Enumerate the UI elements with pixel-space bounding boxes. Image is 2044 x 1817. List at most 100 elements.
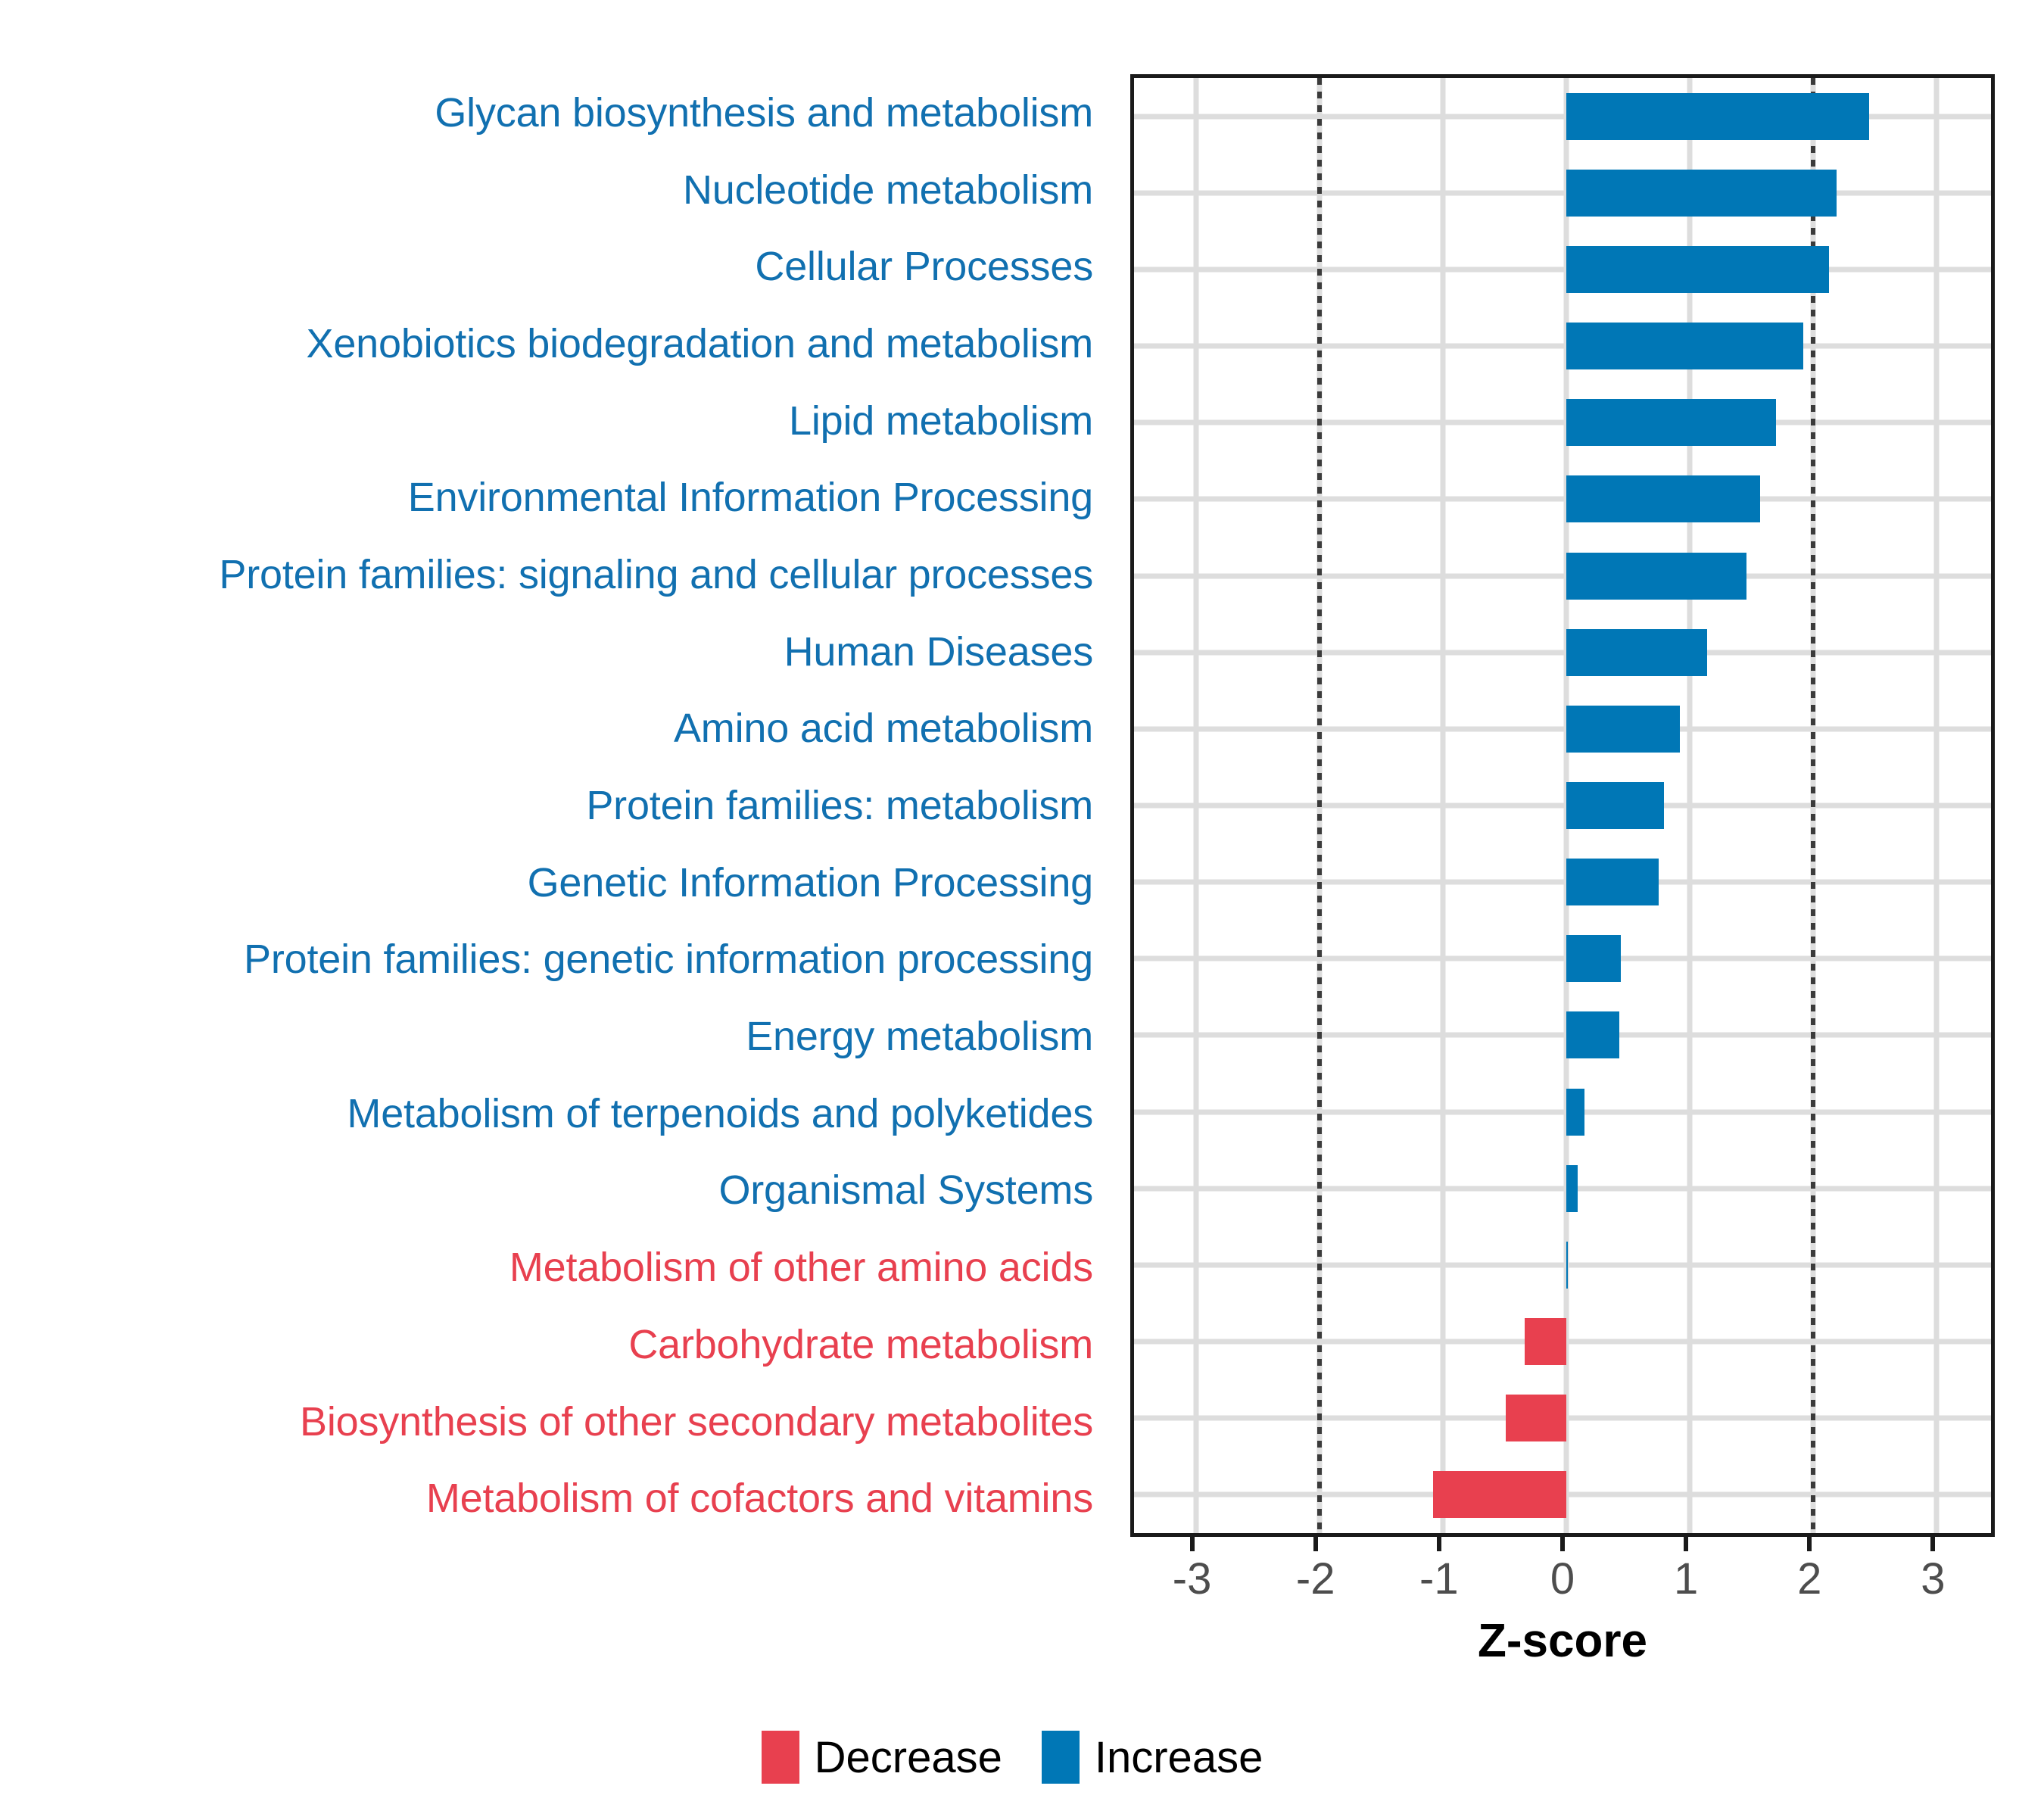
bar-row	[1134, 921, 1991, 997]
category-label: Cellular Processes	[755, 244, 1093, 290]
category-label: Carbohydrate metabolism	[628, 1321, 1093, 1367]
category-label: Nucleotide metabolism	[682, 167, 1093, 213]
x-tick-mark	[1684, 1537, 1689, 1551]
bar-row	[1134, 78, 1991, 154]
legend-swatch-icon	[761, 1731, 799, 1784]
category-label: Protein families: signaling and cellular…	[219, 551, 1093, 597]
bar	[1566, 475, 1761, 523]
legend-label: Increase	[1094, 1732, 1263, 1782]
bar	[1566, 935, 1621, 983]
bar	[1566, 323, 1804, 370]
horizontal-gridline	[1134, 573, 1991, 579]
bar-row	[1134, 1150, 1991, 1226]
horizontal-gridline	[1134, 1032, 1991, 1038]
plot-panel	[1130, 74, 1995, 1537]
x-tick-label: -1	[1419, 1554, 1459, 1604]
x-tick-label: 3	[1921, 1554, 1946, 1604]
category-label: Metabolism of other amino acids	[509, 1245, 1093, 1291]
x-tick-label: 2	[1797, 1554, 1822, 1604]
horizontal-gridline	[1134, 879, 1991, 885]
horizontal-gridline	[1134, 1186, 1991, 1192]
legend-label: Decrease	[814, 1732, 1002, 1782]
bar-row	[1134, 154, 1991, 231]
x-tick-label: 0	[1550, 1554, 1575, 1604]
horizontal-gridline	[1134, 955, 1991, 961]
x-tick-label: -3	[1172, 1554, 1212, 1604]
horizontal-gridline	[1134, 419, 1991, 425]
bar-row	[1134, 1304, 1991, 1380]
x-tick-label: 1	[1674, 1554, 1699, 1604]
horizontal-gridline	[1134, 343, 1991, 349]
bar-row	[1134, 1457, 1991, 1533]
bar-row	[1134, 231, 1991, 307]
bar	[1566, 628, 1707, 676]
category-label: Human Diseases	[784, 628, 1094, 675]
category-label: Metabolism of terpenoids and polyketides	[347, 1090, 1093, 1136]
bar	[1566, 781, 1664, 829]
bar	[1566, 552, 1747, 600]
legend-item[interactable]: Decrease	[761, 1731, 1002, 1784]
x-axis-title: Z-score	[1478, 1615, 1647, 1667]
x-tick-mark	[1313, 1537, 1318, 1551]
bar-row	[1134, 997, 1991, 1074]
category-label: Biosynthesis of other secondary metaboli…	[300, 1398, 1093, 1445]
horizontal-gridline	[1134, 726, 1991, 732]
horizontal-gridline	[1134, 1262, 1991, 1268]
category-label: Amino acid metabolism	[673, 706, 1093, 752]
bar-row	[1134, 767, 1991, 843]
category-label: Protein families: metabolism	[586, 783, 1093, 829]
reference-line	[1811, 78, 1816, 1533]
x-tick-mark	[1436, 1537, 1441, 1551]
bar-row	[1134, 538, 1991, 614]
category-label: Protein families: genetic information pr…	[244, 937, 1093, 983]
x-tick-mark	[1560, 1537, 1565, 1551]
x-tick-mark	[1189, 1537, 1195, 1551]
bar-row	[1134, 690, 1991, 767]
bar-row	[1134, 385, 1991, 461]
bar-row	[1134, 461, 1991, 538]
bar-row	[1134, 1380, 1991, 1457]
bar-row	[1134, 614, 1991, 690]
chart-legend: Decrease Increase	[0, 1731, 2044, 1784]
bar-series	[1134, 78, 1991, 1533]
category-label: Lipid metabolism	[789, 397, 1093, 444]
horizontal-gridline	[1134, 803, 1991, 809]
horizontal-gridline	[1134, 114, 1991, 120]
category-label: Xenobiotics biodegradation and metabolis…	[306, 320, 1094, 366]
legend-item[interactable]: Increase	[1041, 1731, 1263, 1784]
horizontal-gridline	[1134, 266, 1991, 273]
bar	[1566, 1088, 1585, 1136]
bar-row	[1134, 1074, 1991, 1150]
category-axis-labels: Glycan biosynthesis and metabolism Nucleo…	[0, 74, 1113, 1537]
bar	[1524, 1318, 1566, 1366]
x-tick-mark	[1930, 1537, 1936, 1551]
bar-row	[1134, 1226, 1991, 1303]
horizontal-gridline	[1134, 650, 1991, 656]
bar	[1566, 705, 1681, 753]
legend-swatch-icon	[1041, 1731, 1080, 1784]
category-label: Genetic Information Processing	[527, 859, 1094, 905]
bar	[1566, 1241, 1568, 1289]
bar	[1566, 1164, 1578, 1212]
bar	[1566, 399, 1777, 447]
horizontal-gridline	[1134, 1109, 1991, 1115]
x-tick-label: -2	[1295, 1554, 1335, 1604]
bar	[1432, 1471, 1566, 1519]
horizontal-gridline	[1134, 496, 1991, 502]
horizontal-gridline	[1134, 190, 1991, 196]
bar-row	[1134, 307, 1991, 384]
category-label: Organismal Systems	[718, 1167, 1093, 1214]
bar	[1566, 92, 1869, 140]
category-label: Metabolism of cofactors and vitamins	[425, 1476, 1093, 1522]
bar-row	[1134, 844, 1991, 921]
category-label: Environmental Information Processing	[407, 475, 1093, 521]
bar	[1566, 1011, 1620, 1059]
reference-line	[1316, 78, 1322, 1533]
bar	[1566, 245, 1830, 293]
bar	[1566, 859, 1659, 906]
category-label: Energy metabolism	[746, 1014, 1093, 1060]
bar	[1506, 1395, 1566, 1442]
x-tick-mark	[1807, 1537, 1812, 1551]
bar	[1566, 169, 1837, 217]
